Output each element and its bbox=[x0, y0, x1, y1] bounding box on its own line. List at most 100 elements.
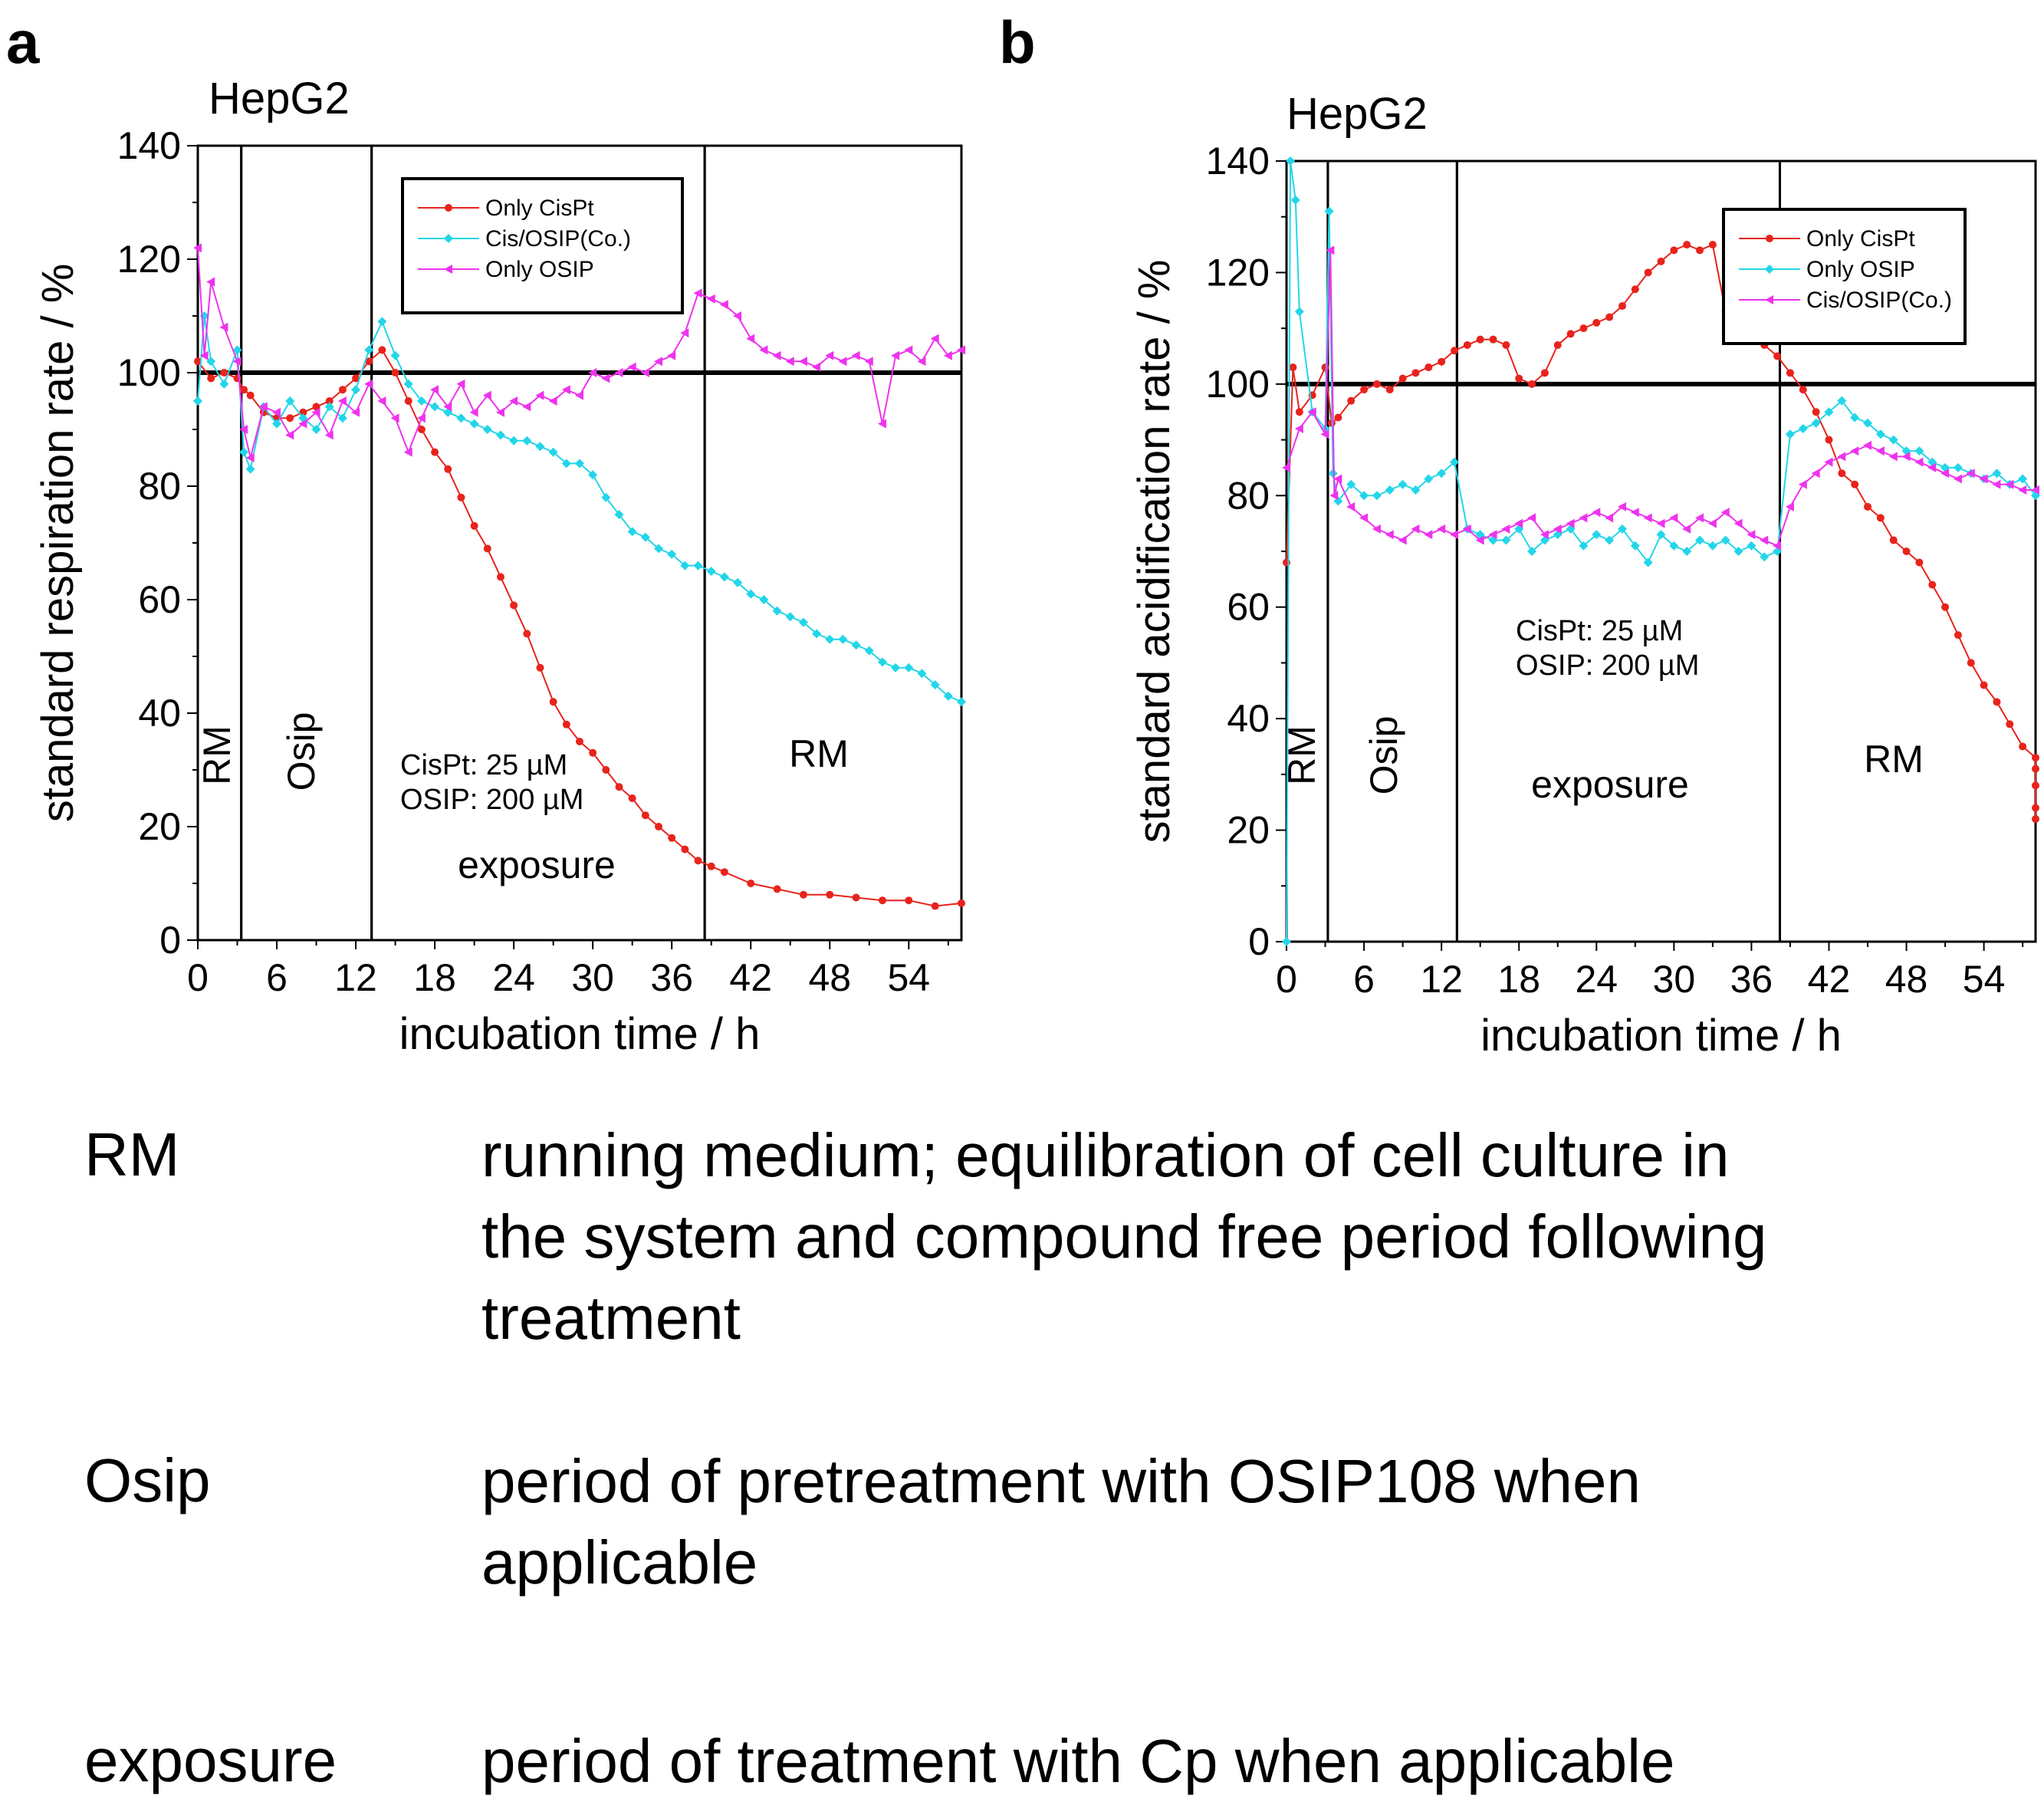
glossary-definition-osip: period of pretreatment with OSIP108 when… bbox=[481, 1441, 1977, 1603]
data-point bbox=[957, 345, 965, 355]
data-point bbox=[2005, 479, 2014, 489]
data-point bbox=[1682, 524, 1691, 534]
data-point bbox=[1669, 541, 1679, 551]
data-point bbox=[589, 748, 597, 757]
data-point bbox=[495, 407, 504, 417]
data-point bbox=[404, 397, 412, 405]
data-point bbox=[2031, 485, 2039, 495]
data-point bbox=[575, 459, 584, 469]
data-point bbox=[1294, 424, 1303, 434]
data-point bbox=[1851, 480, 1859, 488]
data-point bbox=[416, 396, 426, 406]
y-tick-label: 20 bbox=[1227, 809, 1270, 852]
data-point bbox=[1979, 474, 1988, 484]
data-point bbox=[1966, 469, 1975, 478]
data-point bbox=[746, 589, 756, 599]
data-point bbox=[1605, 535, 1615, 545]
legend-entry: Cis/OSIP(Co.) bbox=[1806, 288, 1952, 313]
data-point bbox=[1954, 631, 1962, 640]
data-point bbox=[1437, 469, 1447, 478]
data-point bbox=[364, 379, 373, 389]
data-point bbox=[206, 277, 215, 287]
data-point bbox=[239, 425, 248, 434]
glossary-line: treatment bbox=[481, 1284, 741, 1352]
data-point bbox=[1863, 440, 1872, 450]
data-point bbox=[232, 345, 242, 355]
data-point bbox=[602, 766, 610, 774]
glossary-line: applicable bbox=[481, 1528, 758, 1597]
legend-entry: Only CisPt bbox=[485, 196, 594, 221]
region-box bbox=[240, 144, 373, 942]
legend-box bbox=[1722, 208, 1967, 345]
data-point bbox=[588, 368, 597, 377]
data-point bbox=[416, 413, 426, 423]
data-point bbox=[1329, 491, 1339, 501]
legend-swatch-marker bbox=[444, 265, 452, 274]
data-point bbox=[509, 436, 519, 446]
data-point bbox=[1540, 530, 1549, 540]
data-point bbox=[877, 419, 886, 429]
data-point bbox=[337, 396, 347, 406]
data-point bbox=[403, 447, 412, 457]
x-tick-label: 0 bbox=[187, 956, 209, 999]
y-tick-label: 0 bbox=[159, 919, 181, 962]
data-point bbox=[1888, 452, 1898, 462]
y-axis-label: standard respiration rate / % bbox=[33, 264, 83, 823]
data-point bbox=[1372, 491, 1382, 501]
data-point bbox=[245, 453, 255, 462]
data-point bbox=[1695, 513, 1704, 523]
data-point bbox=[2018, 474, 2028, 484]
data-point bbox=[1592, 318, 1601, 327]
data-point bbox=[523, 630, 531, 638]
legend-entry: Only OSIP bbox=[485, 257, 594, 282]
data-point bbox=[680, 561, 690, 571]
data-point bbox=[1928, 580, 1937, 589]
data-point bbox=[1515, 374, 1523, 383]
data-point bbox=[733, 311, 742, 321]
data-point bbox=[1864, 502, 1872, 511]
data-point bbox=[1290, 195, 1300, 205]
data-point bbox=[1733, 547, 1743, 556]
data-point bbox=[285, 430, 294, 440]
x-tick-label: 18 bbox=[413, 956, 456, 999]
glossary-term-rm: RM bbox=[84, 1120, 180, 1189]
data-point bbox=[864, 357, 873, 367]
data-point bbox=[1372, 380, 1381, 388]
data-point bbox=[2032, 754, 2039, 762]
data-point bbox=[239, 447, 249, 457]
panel-a-chart: HepG2 0 20 40 60 80 100 120 140 0 6 12 18 24 30 36 42 48 5… bbox=[33, 74, 966, 1059]
y-tick-label: 140 bbox=[117, 124, 181, 167]
data-point bbox=[852, 893, 860, 902]
data-point bbox=[443, 402, 452, 412]
series-only-osip bbox=[193, 243, 965, 462]
data-point bbox=[615, 783, 623, 791]
data-point bbox=[245, 464, 255, 474]
data-point bbox=[707, 862, 715, 870]
data-point bbox=[798, 617, 808, 627]
legend-swatch-marker bbox=[1766, 235, 1773, 242]
data-point bbox=[1643, 557, 1653, 567]
data-point bbox=[1359, 491, 1369, 501]
chart-title: HepG2 bbox=[209, 74, 350, 123]
data-point bbox=[219, 322, 228, 332]
data-point bbox=[1438, 357, 1446, 366]
data-point bbox=[1940, 469, 1950, 478]
data-point bbox=[1838, 469, 1846, 478]
data-point bbox=[798, 357, 807, 367]
legend-entry: Only OSIP bbox=[1806, 257, 1915, 282]
data-point bbox=[1644, 268, 1652, 277]
series-only-cispt bbox=[194, 346, 965, 910]
data-point bbox=[561, 385, 570, 395]
x-tick-label: 42 bbox=[729, 956, 772, 999]
data-point bbox=[719, 300, 728, 310]
data-point bbox=[1286, 156, 1296, 166]
y-tick-label: 120 bbox=[1206, 251, 1270, 294]
data-point bbox=[1953, 462, 1963, 472]
data-point bbox=[338, 386, 347, 394]
data-point bbox=[1334, 413, 1342, 422]
data-point bbox=[337, 413, 347, 423]
data-point bbox=[1347, 396, 1356, 405]
data-point bbox=[311, 407, 320, 417]
data-point bbox=[772, 350, 781, 360]
data-point bbox=[206, 357, 216, 367]
